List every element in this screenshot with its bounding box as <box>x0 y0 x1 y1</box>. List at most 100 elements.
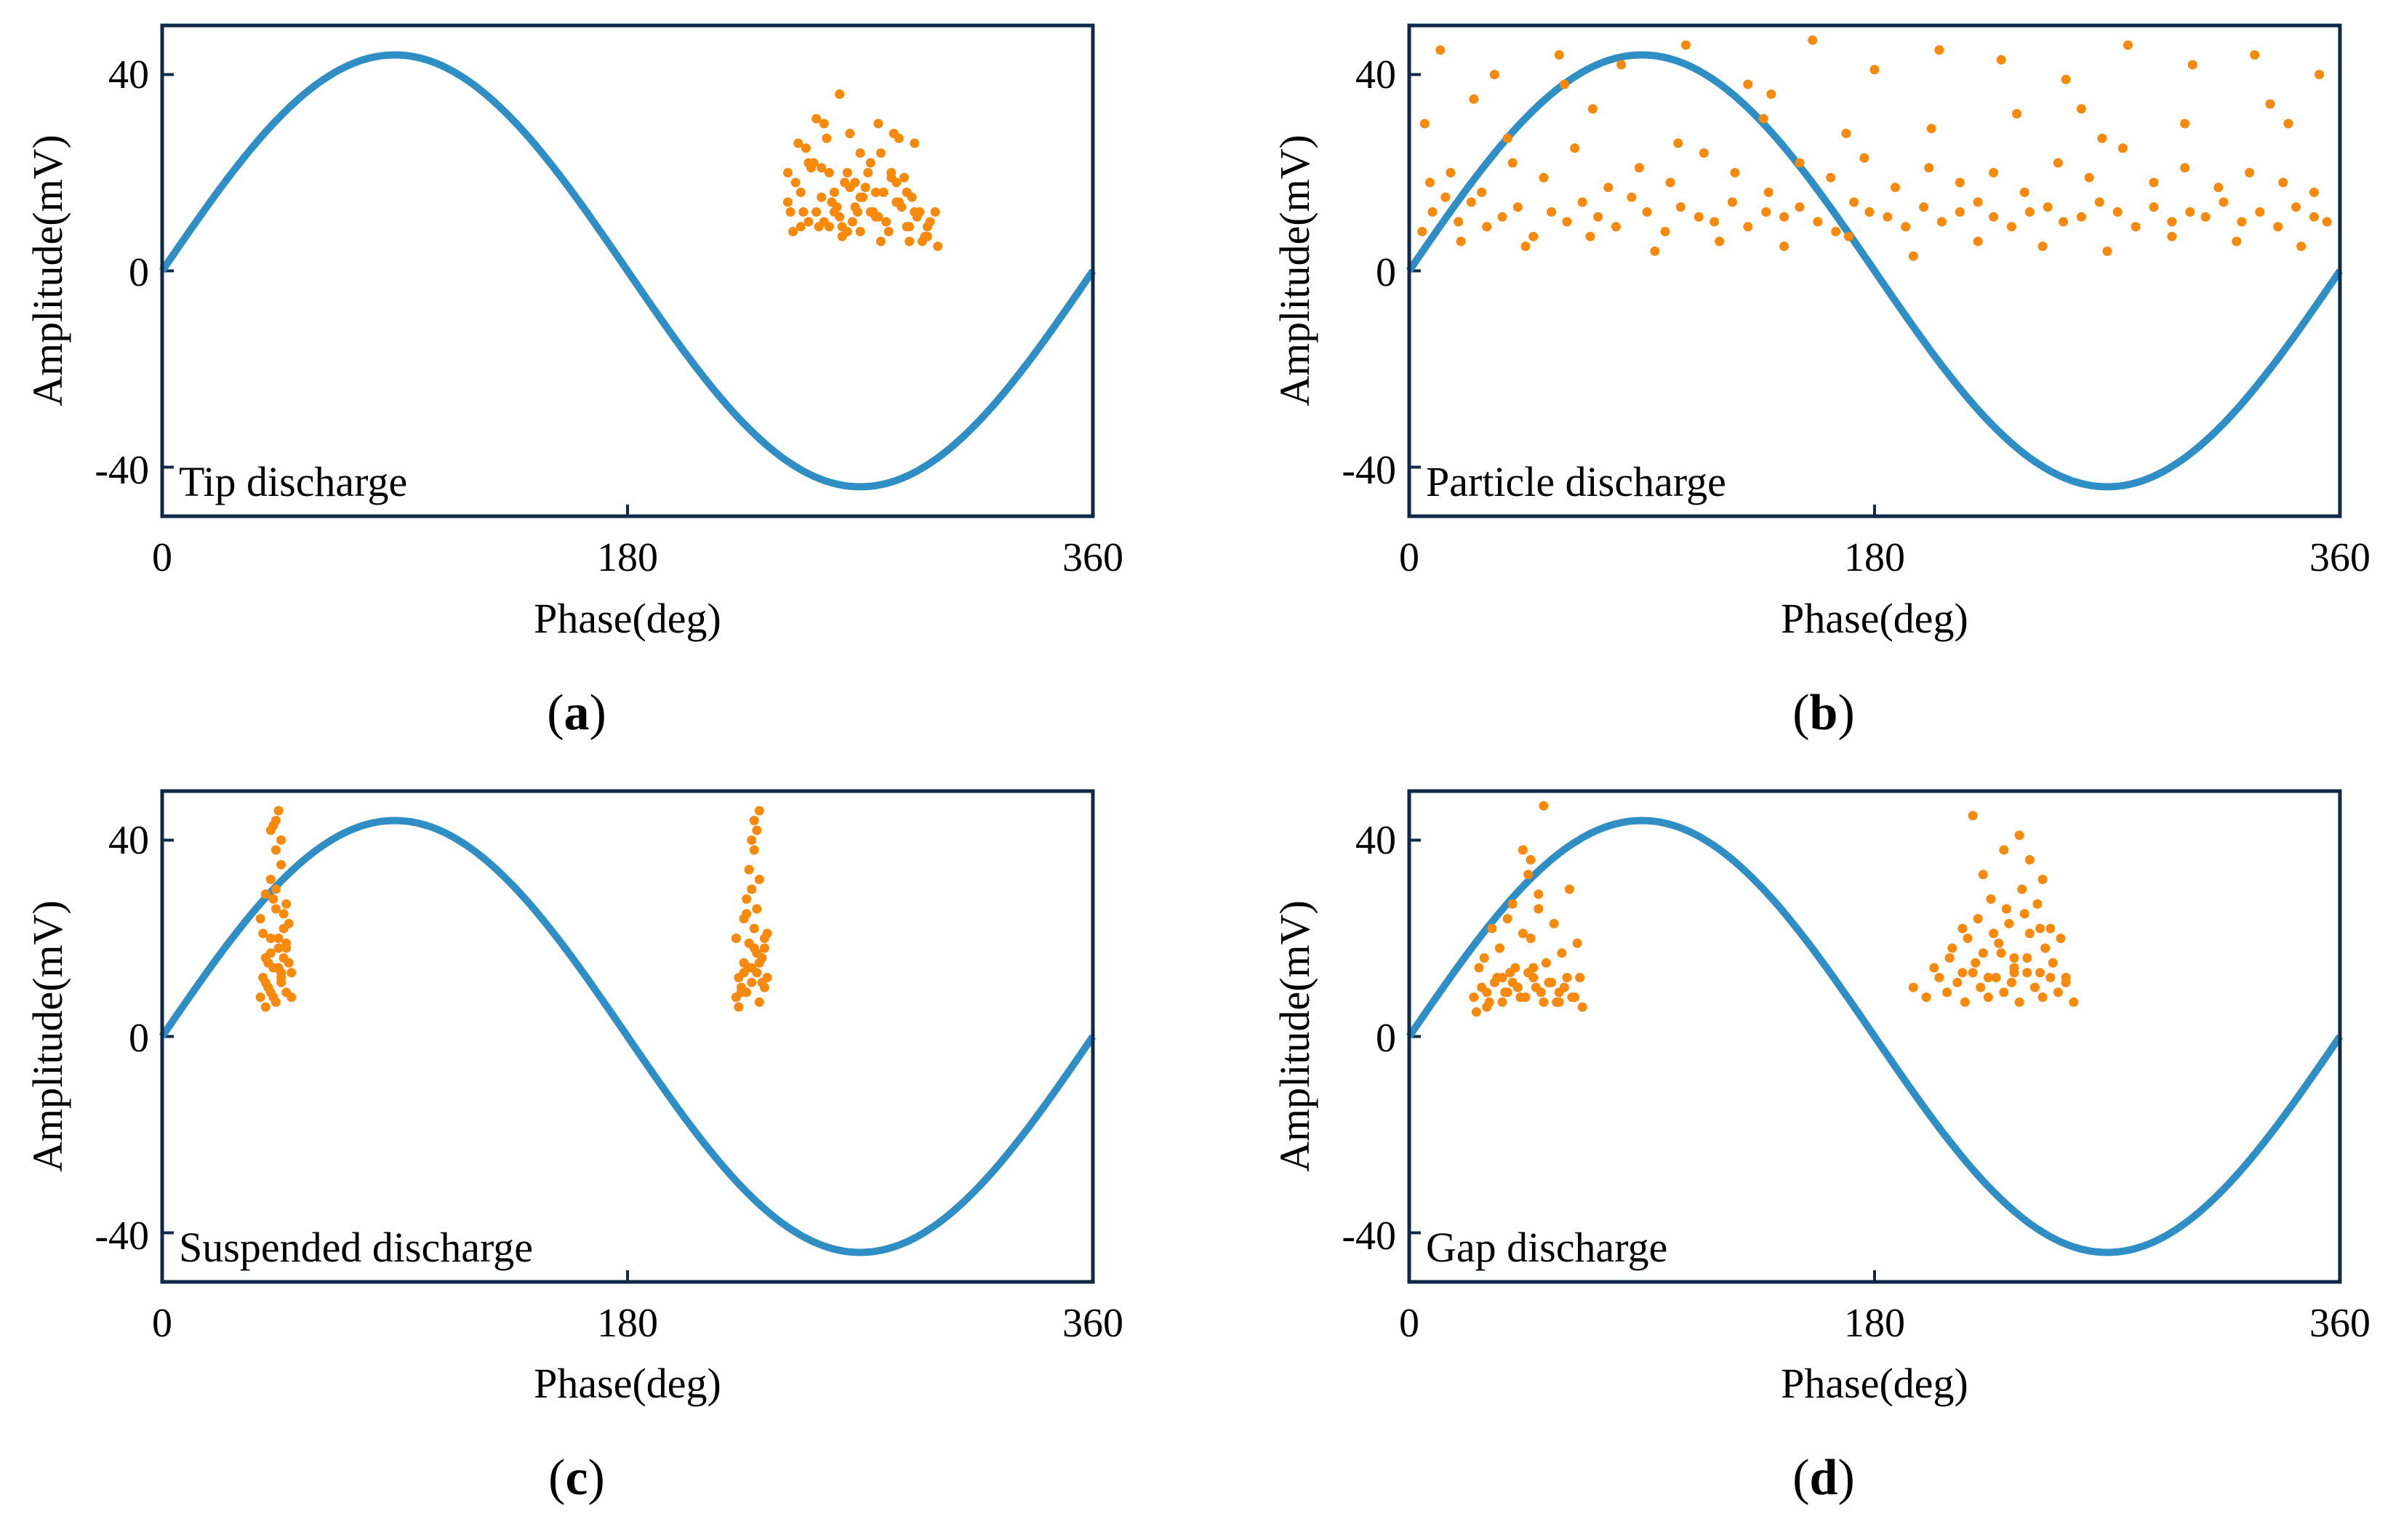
panel-b-pd-point <box>1559 79 1569 89</box>
panel-b-pd-point <box>1795 158 1805 168</box>
panel-d-caption: (d) <box>1792 1450 1855 1506</box>
panel-b-marks <box>1406 35 2344 516</box>
panel-d-pd-point <box>1544 977 1554 987</box>
panel-a-pd-point <box>782 197 793 207</box>
panel-b-pd-point <box>1779 212 1789 222</box>
panel-c-xlabel: Phase(deg) <box>534 1360 721 1407</box>
panel-c-ytick-minus40: -40 <box>95 1214 149 1259</box>
panel-c-pd-point <box>255 914 265 923</box>
panel-d-pd-point <box>1968 968 1978 978</box>
panel-d-pd-point <box>2022 953 2032 963</box>
panel-d-sine-line <box>1406 817 2344 1256</box>
panel-a-frame <box>160 23 1095 518</box>
panel-a-pd-point <box>785 207 795 217</box>
panel-a-pd-point <box>886 168 897 177</box>
panel-b-pd-point <box>2097 133 2107 143</box>
panel-c-pd-point <box>747 977 757 987</box>
panel-b-pd-point <box>1743 222 1753 232</box>
panel-d-annotation: Gap discharge <box>1426 1224 1667 1271</box>
panel-c-pd-point <box>752 948 762 958</box>
panel-c-pd-point <box>278 909 289 919</box>
panel-d-pd-point <box>1957 968 1968 978</box>
panel-b-pd-point <box>2167 231 2177 241</box>
panel-c-pd-point <box>754 958 764 968</box>
panel-a-pd-point <box>855 192 865 202</box>
panel-d-frame <box>1407 789 2342 1284</box>
panel-b-pd-point <box>1715 236 1725 246</box>
panel-d-xtick-360: 360 <box>2309 1301 2370 1346</box>
panel-d-pd-point <box>1999 987 2009 998</box>
panel-b-pd-point <box>1758 113 1768 124</box>
panel-b-pd-point <box>2187 60 2197 70</box>
panel-b-pd-point <box>1955 207 1965 217</box>
panel-d-pd-point <box>2019 909 2029 919</box>
panel-d-ytick-40: 40 <box>1355 818 1396 863</box>
panel-c-pd-point <box>273 943 284 953</box>
panel-b-pd-point <box>1989 168 1999 177</box>
panel-d-xtick-0: 0 <box>1399 1301 1419 1346</box>
panel-a-pd-point <box>795 188 806 197</box>
panel-d-pd-point <box>1534 889 1544 899</box>
panel-a-pd-point <box>915 207 925 217</box>
panel-b-pd-point <box>1650 246 1660 256</box>
panel-d-pd-point <box>2009 968 2019 978</box>
panel-c-pd-point <box>754 997 764 1007</box>
panel-a-pd-point <box>842 227 852 236</box>
panel-d-pd-point <box>2006 977 2016 987</box>
panel-d-pd-point <box>1523 870 1534 880</box>
panel-d-pd-point <box>1554 997 1564 1007</box>
panel-b-xlabel: Phase(deg) <box>1781 595 1968 642</box>
panel-b-pd-point <box>1593 212 1603 222</box>
panel-a-pd-point <box>865 207 875 217</box>
panel-d-pd-point <box>2024 929 2035 939</box>
panel-c-pd-point <box>268 894 278 904</box>
panel-a-pd-point <box>795 222 806 232</box>
panel-b-xtick-180: 180 <box>1844 535 1905 580</box>
panel-b-pd-point <box>1996 55 2006 65</box>
panel-d-pd-point <box>2053 987 2063 998</box>
panel-a-pd-point <box>782 168 793 177</box>
panel-b-pd-point <box>1539 172 1549 183</box>
panel-b-ytick-40: 40 <box>1355 52 1396 97</box>
panel-d-pd-point <box>1510 963 1520 973</box>
panel-d-pd-point <box>1983 973 1993 982</box>
panel-a-pd-point <box>865 158 875 168</box>
panel-b-pd-point <box>2291 202 2301 212</box>
panel-c-pd-point <box>747 835 757 845</box>
panel-b-xtick-360: 360 <box>2309 535 2370 580</box>
panel-a-pd-point <box>847 217 857 227</box>
panel-c-pd-point <box>736 987 746 998</box>
panel-b-pd-point <box>2283 119 2293 129</box>
panel-a-xtick-180: 180 <box>597 535 658 580</box>
panel-c-pd-point <box>739 914 749 923</box>
panel-b-pd-point <box>1727 197 1737 207</box>
panel-d-pd-point <box>1957 923 1968 934</box>
panel-c-annotation: Suspended discharge <box>179 1224 533 1271</box>
panel-b-pd-point <box>1587 104 1598 114</box>
panel-c-sine-line <box>159 817 1097 1256</box>
panel-c-pd-point <box>749 845 759 855</box>
panel-b-pd-point <box>2218 197 2229 207</box>
panel-d-pd-point <box>1577 1002 1587 1012</box>
panel-c-marks <box>159 806 1097 1282</box>
panel-d-pd-point <box>1947 943 1957 953</box>
panel-b-frame <box>1407 23 2342 518</box>
panel-d-pd-point <box>1908 982 1918 992</box>
panel-b-annotation: Particle discharge <box>1426 458 1726 505</box>
panel-d-pd-point <box>2069 997 2079 1007</box>
panel-c-pd-point <box>263 958 273 968</box>
panel-b-pd-point <box>1489 70 1499 79</box>
panel-c-pd-point <box>742 894 752 904</box>
panel-d-pd-point <box>1541 958 1551 968</box>
panel-b-pd-point <box>1585 231 1595 241</box>
panel-c-frame <box>160 789 1095 1284</box>
panel-d-pd-point <box>1536 987 1546 998</box>
panel-b-pd-point <box>1864 207 1875 217</box>
panel-a-pd-point <box>905 222 915 232</box>
panel-d-pd-point <box>1474 963 1484 973</box>
panel-d-pd-point <box>1978 870 1988 880</box>
panel-d-pd-point <box>1968 811 1978 821</box>
panel-c-pd-point <box>260 1002 270 1012</box>
panel-b-pd-point <box>2309 188 2319 197</box>
